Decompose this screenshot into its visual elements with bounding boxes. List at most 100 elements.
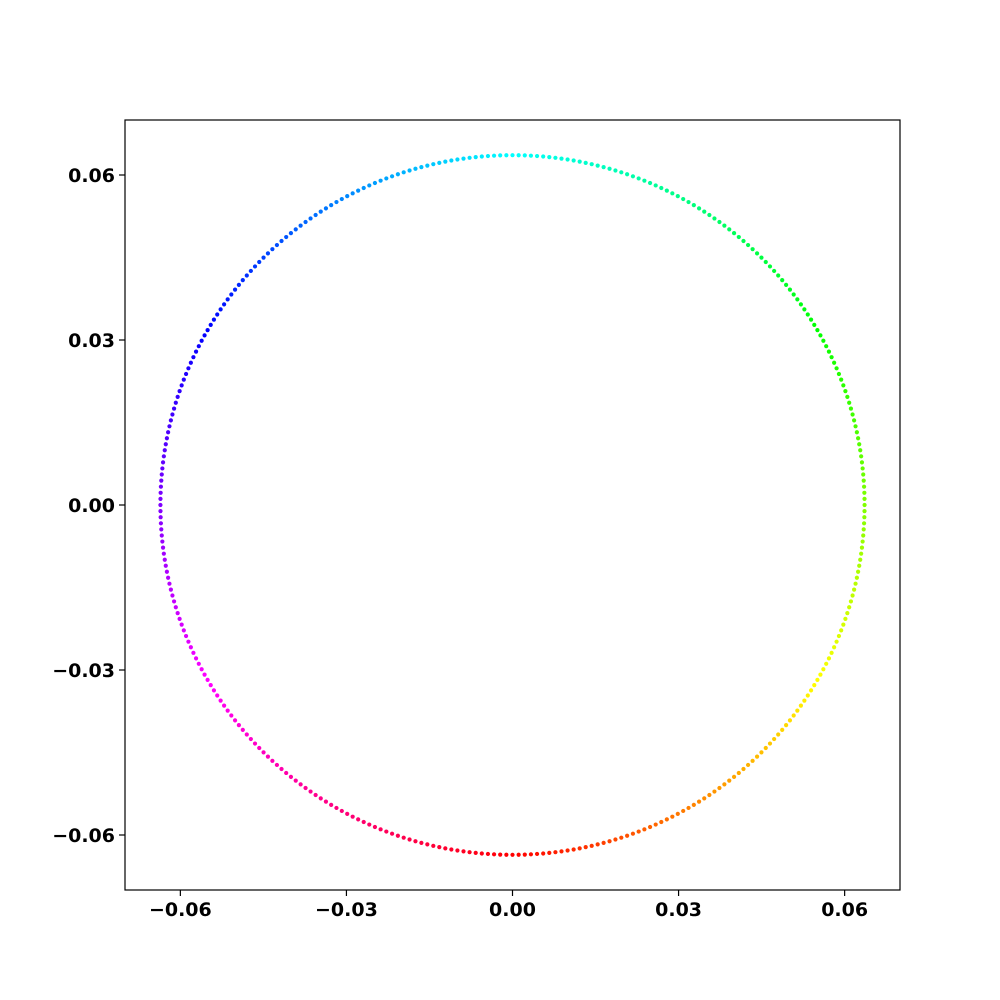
- data-point: [802, 307, 807, 312]
- data-point: [308, 216, 313, 221]
- data-point: [607, 839, 612, 844]
- data-point: [741, 238, 746, 244]
- data-point: [339, 196, 344, 202]
- data-point: [613, 837, 618, 842]
- data-point: [279, 238, 284, 244]
- data-point: [862, 490, 867, 495]
- data-point: [158, 502, 163, 508]
- data-point: [664, 188, 669, 193]
- data-point: [372, 824, 378, 830]
- data-point: [745, 762, 751, 768]
- data-point: [681, 196, 686, 202]
- data-point: [613, 168, 618, 173]
- data-point: [812, 322, 817, 327]
- data-point: [854, 575, 859, 580]
- data-point: [236, 282, 241, 287]
- data-point: [293, 227, 298, 232]
- data-point: [498, 153, 503, 158]
- data-point: [802, 698, 807, 703]
- data-point: [159, 533, 164, 538]
- data-point: [857, 442, 862, 447]
- data-point: [791, 292, 796, 297]
- data-point: [534, 153, 540, 159]
- data-point: [378, 178, 383, 183]
- data-point: [745, 242, 751, 248]
- data-point: [413, 839, 418, 844]
- data-point: [401, 835, 406, 840]
- data-point: [395, 172, 400, 177]
- data-point: [845, 610, 850, 616]
- data-point: [727, 227, 732, 232]
- data-point: [168, 587, 173, 592]
- data-point: [160, 466, 165, 471]
- data-point: [339, 808, 344, 814]
- data-point: [162, 557, 167, 562]
- data-point: [547, 155, 552, 160]
- data-point: [431, 162, 436, 167]
- data-point: [791, 713, 796, 718]
- data-point: [731, 774, 737, 779]
- data-point: [702, 209, 707, 214]
- data-point: [449, 158, 454, 163]
- data-point: [350, 191, 355, 196]
- data-point: [345, 811, 350, 816]
- data-point: [378, 827, 383, 832]
- data-point: [222, 302, 227, 307]
- data-point: [504, 153, 509, 158]
- data-point: [829, 355, 834, 360]
- data-point: [443, 159, 448, 164]
- data-point: [455, 157, 460, 162]
- data-point: [504, 852, 509, 857]
- data-point: [419, 840, 424, 845]
- data-point: [847, 605, 852, 610]
- data-point: [240, 727, 245, 732]
- data-point: [186, 366, 191, 371]
- data-point: [461, 849, 466, 854]
- data-point: [318, 209, 323, 214]
- data-point: [583, 845, 588, 850]
- data-point: [274, 242, 280, 248]
- data-point: [861, 478, 866, 483]
- data-point: [159, 527, 164, 532]
- data-point: [236, 723, 241, 728]
- y-tick-label: 0.06: [68, 165, 115, 187]
- data-point: [167, 581, 172, 586]
- data-point: [670, 814, 675, 819]
- data-point: [516, 852, 521, 857]
- data-point: [298, 782, 303, 787]
- data-point: [659, 819, 664, 825]
- data-point: [516, 153, 521, 158]
- data-point: [776, 273, 781, 278]
- data-point: [818, 672, 823, 677]
- data-point: [763, 745, 768, 751]
- data-point: [431, 843, 436, 848]
- data-point: [170, 593, 175, 598]
- data-point: [232, 718, 238, 723]
- data-point: [167, 424, 172, 429]
- data-point: [583, 160, 588, 165]
- data-point: [215, 693, 220, 698]
- data-point: [860, 539, 865, 544]
- data-point: [805, 693, 810, 698]
- data-point: [158, 521, 164, 526]
- x-tick-label: −0.06: [149, 899, 212, 921]
- data-point: [653, 183, 658, 188]
- data-point: [653, 822, 658, 827]
- data-point: [163, 442, 168, 447]
- data-point: [389, 174, 395, 179]
- data-point: [754, 251, 760, 256]
- data-point: [284, 770, 289, 776]
- data-point: [244, 732, 249, 737]
- data-point: [350, 814, 355, 819]
- data-point: [589, 843, 594, 848]
- data-point: [323, 206, 329, 211]
- data-point: [843, 389, 848, 394]
- data-point: [559, 156, 564, 161]
- data-point: [334, 199, 339, 205]
- data-point: [647, 824, 653, 830]
- data-point: [479, 851, 484, 856]
- data-point: [795, 297, 800, 302]
- data-point: [437, 160, 442, 165]
- data-point: [850, 593, 855, 598]
